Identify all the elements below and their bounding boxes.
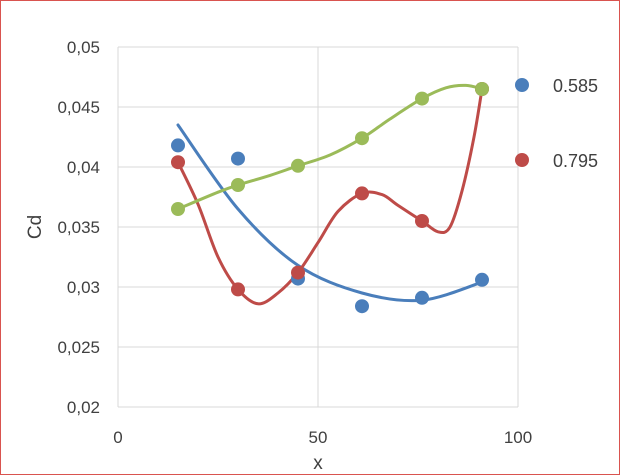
data-point-series-2: [171, 155, 185, 170]
data-point-series-2: [415, 214, 429, 228]
data-point-series-1: [355, 299, 369, 314]
y-tick-label: 0,035: [57, 218, 100, 237]
trendline-series-1: [176, 123, 484, 303]
data-point-series-1: [415, 290, 429, 305]
legend: 0.585 0.795: [515, 76, 598, 171]
data-point-series-1: [231, 151, 245, 166]
data-point-series-3: [355, 131, 369, 146]
data-point-series-2: [291, 265, 305, 280]
data-point-series-3: [171, 202, 185, 216]
data-point-series-1: [171, 138, 185, 153]
y-tick-label: 0,03: [67, 278, 100, 297]
x-tick-label: 0: [113, 428, 122, 447]
trend-layer: [176, 83, 484, 306]
data-point-series-3: [291, 158, 305, 173]
x-tick-label: 50: [309, 428, 328, 447]
data-point-series-3: [415, 91, 429, 106]
legend-entry-label: 0.585: [553, 76, 598, 96]
y-tick-label: 0,02: [67, 398, 100, 417]
x-axis-label: x: [313, 453, 323, 474]
y-axis-label: Cd: [25, 215, 46, 239]
data-point-series-3: [231, 178, 245, 192]
y-tick-label: 0,05: [67, 38, 100, 57]
y-tick-label: 0,04: [67, 158, 100, 177]
x-tick-label: 100: [504, 428, 532, 447]
legend-marker: [515, 153, 529, 167]
legend-marker: [515, 78, 529, 92]
trendline-series-2: [176, 87, 484, 306]
point-layer: [171, 82, 489, 314]
data-point-series-2: [231, 282, 245, 297]
data-point-series-2: [355, 186, 369, 201]
trendline-series-3: [176, 83, 484, 211]
grid-layer: [117, 46, 519, 408]
legend-entry-label: 0.795: [553, 151, 598, 171]
y-tick-label: 0,045: [57, 98, 100, 117]
data-point-series-1: [475, 272, 489, 287]
tick-layer: 0,02 0,025 0,03 0,035 0,04 0,045 0,05 0 50 100: [57, 38, 532, 447]
y-tick-label: 0,025: [57, 338, 100, 357]
data-point-series-3: [475, 82, 489, 96]
